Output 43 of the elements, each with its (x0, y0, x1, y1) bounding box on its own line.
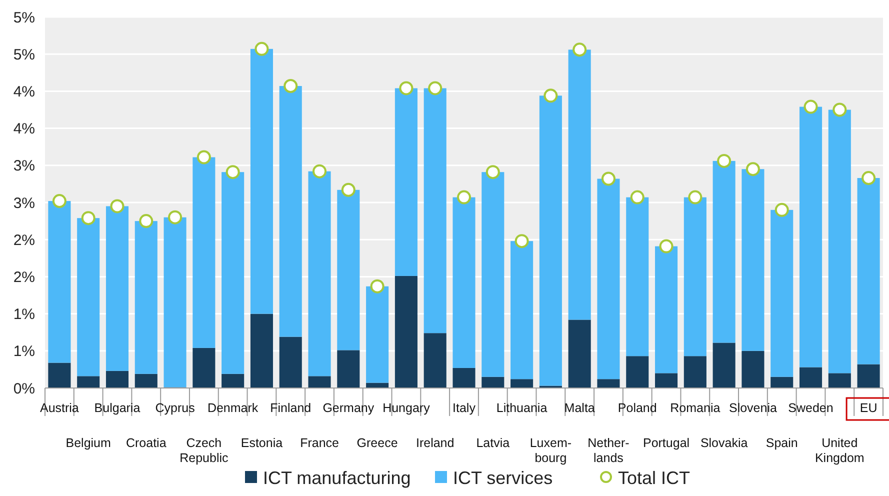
x-tick-label: Cyprus (155, 401, 195, 415)
x-tick-label: Greece (356, 436, 398, 450)
x-tick-label: Malta (564, 401, 595, 415)
x-tick-label: Slovenia (728, 401, 777, 415)
legend-label: Total ICT (618, 468, 690, 488)
x-tick-label: Czech Republic (180, 436, 228, 465)
x-tick-label: Estonia (240, 436, 283, 450)
x-tick-label: Spain (766, 436, 798, 450)
x-tick-label: Austria (40, 401, 79, 415)
y-tick-label: 0% (13, 380, 35, 398)
x-tick-label: Finland (270, 401, 312, 415)
y-tick-label: 3% (13, 194, 35, 212)
x-tick-label: EU (860, 401, 878, 415)
y-tick-label: 5% (13, 46, 35, 64)
y-tick-label: 5% (13, 9, 35, 26)
y-tick-label: 3% (13, 158, 35, 175)
x-tick-label: Lithuania (496, 401, 548, 415)
x-tick-label: United Kingdom (814, 436, 864, 465)
y-tick-label: 4% (13, 120, 35, 138)
x-tick-label: Ireland (416, 436, 454, 450)
y-tick-label: 2% (13, 232, 35, 249)
x-tick-label: Romania (670, 401, 720, 415)
y-tick-label: 4% (13, 83, 35, 100)
legend-label: ICT manufacturing (263, 468, 411, 488)
x-tick-label: Slovakia (700, 436, 748, 450)
x-tick-label: Nether- lands (588, 436, 630, 465)
x-tick-label: Sweden (788, 401, 834, 415)
x-tick-label: Denmark (207, 401, 259, 415)
x-tick-label: Italy (452, 401, 476, 415)
x-tick-label: Germany (322, 401, 375, 415)
x-tick-label: Bulgaria (94, 401, 140, 415)
x-tick-label: Belgium (66, 436, 111, 450)
x-tick-label: Luxem- bourg (530, 436, 572, 465)
legend-label: ICT services (453, 468, 553, 488)
x-tick-label: Portugal (642, 436, 690, 450)
x-tick-label: Croatia (126, 436, 166, 450)
x-tick-label: Hungary (382, 401, 431, 415)
x-tick-label: France (300, 436, 340, 450)
x-tick-label: Latvia (476, 436, 510, 450)
x-tick-label: Poland (618, 401, 657, 415)
y-tick-label: 2% (13, 268, 35, 286)
y-tick-label: 1% (13, 343, 35, 360)
y-tick-label: 1% (13, 306, 35, 324)
